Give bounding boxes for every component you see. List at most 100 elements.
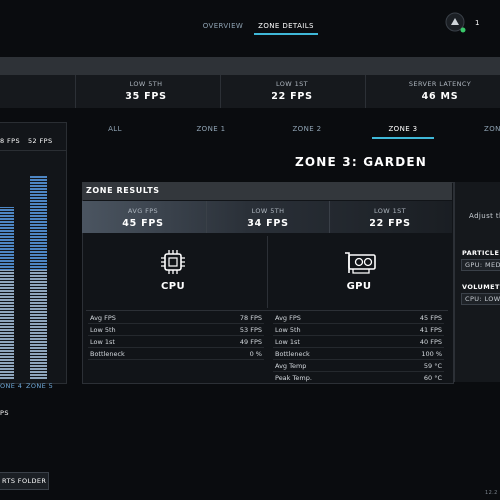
row-label: Bottleneck <box>275 350 310 358</box>
row-value: 41 FPS <box>419 326 442 334</box>
profile-icon[interactable] <box>444 12 468 34</box>
row-label: Bottleneck <box>90 350 125 358</box>
row-label: Low 1st <box>275 338 300 346</box>
row-value: 53 FPS <box>239 326 262 334</box>
row-label: Low 5th <box>275 326 301 334</box>
chip-pins <box>161 250 185 274</box>
zone-title: ZONE 3: GARDEN <box>294 155 428 169</box>
fan <box>354 257 364 267</box>
zone-tab-active[interactable]: ZONE 3 <box>388 125 418 133</box>
summary-band <box>0 75 500 108</box>
stat-label: LOW 5TH <box>129 80 163 88</box>
stat-value: 45 FPS <box>122 218 164 229</box>
row-value: 49 FPS <box>239 338 262 346</box>
row-label: Low 5th <box>90 326 116 334</box>
setting-select[interactable]: GPU: MED <box>461 259 500 271</box>
nav-tab-active[interactable]: ZONE DETAILS <box>258 22 314 30</box>
stat-value: 46 MS <box>421 91 459 102</box>
zone-tab[interactable]: ZONE 1 <box>196 125 226 133</box>
side-bars <box>0 175 47 380</box>
gpu-row: Low 1st 40 FPS <box>273 336 444 348</box>
stat-value: 22 FPS <box>369 218 411 229</box>
row-label: Avg FPS <box>90 314 116 322</box>
setting-select[interactable]: CPU: LOW <box>461 293 500 305</box>
settings-hint: Adjust the <box>469 212 500 220</box>
cpu-row: Bottleneck 0 % <box>88 348 264 360</box>
divider <box>75 75 76 108</box>
row-value: 40 FPS <box>419 338 442 346</box>
stat-label: LOW 1ST <box>373 207 407 215</box>
divider <box>329 201 330 233</box>
button-label: RTS FOLDER <box>2 477 47 485</box>
cpu-row: Low 5th 53 FPS <box>88 324 264 336</box>
results-title: ZONE RESULTS <box>86 186 160 195</box>
gpu-row: Avg Temp 59 °C <box>273 360 444 372</box>
fan <box>363 257 373 267</box>
row-value: 45 FPS <box>419 314 442 322</box>
summary-header <box>0 57 500 75</box>
bar <box>30 270 47 380</box>
nav-underline <box>254 33 318 35</box>
zone-tab[interactable]: ALL <box>108 125 122 133</box>
row-value: 0 % <box>249 350 262 358</box>
divider <box>0 150 66 151</box>
row-value: 59 °C <box>423 362 442 370</box>
nav-tab[interactable]: OVERVIEW <box>202 22 244 30</box>
row-label: Low 1st <box>90 338 115 346</box>
version: 12.2 <box>485 490 498 496</box>
stat-label: LOW 5TH <box>251 207 285 215</box>
bar <box>0 207 14 270</box>
cpu-label: CPU <box>161 281 185 292</box>
stat-label: LOW 1ST <box>275 80 309 88</box>
divider <box>267 236 268 308</box>
stat-value: 35 FPS <box>125 91 167 102</box>
divider <box>86 310 448 311</box>
gpu-row: Low 5th 41 FPS <box>273 324 444 336</box>
gpu-label: GPU <box>346 281 372 292</box>
card <box>348 254 376 270</box>
bar-value-label: 8 FPS <box>0 137 20 145</box>
divider <box>206 201 207 233</box>
card-pins <box>352 269 370 274</box>
results-stats-band <box>82 201 452 233</box>
stat-value: 22 FPS <box>271 91 313 102</box>
bar <box>30 175 47 270</box>
setting-label: VOLUMETR <box>462 283 500 291</box>
stat-label: AVG FPS <box>127 207 159 215</box>
row-label: Avg FPS <box>275 314 301 322</box>
cpu-icon <box>161 250 185 274</box>
cpu-row: Avg FPS 78 FPS <box>88 312 264 324</box>
badge: 1 <box>475 19 480 27</box>
gpu-row: Avg FPS 45 FPS <box>273 312 444 324</box>
chip-core <box>168 257 178 267</box>
stat-label: SERVER LATENCY <box>408 80 472 88</box>
setting-label: PARTICLE F <box>462 249 500 257</box>
row-label: Peak Temp. <box>275 374 312 382</box>
setting-value: CPU: LOW <box>465 295 500 303</box>
gpu-icon <box>345 252 376 274</box>
folder-button[interactable]: RTS FOLDER <box>0 472 49 490</box>
row-label: Avg Temp <box>275 362 307 370</box>
icon-triangle <box>451 18 459 25</box>
tab-underline <box>372 137 434 139</box>
bar-category: ZONE 5 <box>26 382 54 390</box>
status-dot <box>460 27 466 33</box>
row-value: 100 % <box>421 350 442 358</box>
zone-tab[interactable]: ZON <box>484 125 500 133</box>
divider <box>365 75 366 108</box>
gpu-row: Peak Temp. 60 °C <box>273 372 444 383</box>
row-value: 60 °C <box>423 374 442 382</box>
bar <box>0 270 14 380</box>
zone-tab[interactable]: ZONE 2 <box>292 125 322 133</box>
divider <box>220 75 221 108</box>
side-footer-label: PS <box>0 409 9 417</box>
setting-value: GPU: MED <box>465 261 500 269</box>
chip <box>164 253 182 271</box>
gpu-row: Bottleneck 100 % <box>273 348 444 360</box>
bar-category: ONE 4 <box>0 382 23 390</box>
settings-panel: Adjust the PARTICLE F GPU: MED VOLUMETR … <box>454 182 500 382</box>
results-header <box>82 182 452 200</box>
stat-value: 34 FPS <box>247 218 289 229</box>
bar-value-label: 52 FPS <box>28 137 53 145</box>
